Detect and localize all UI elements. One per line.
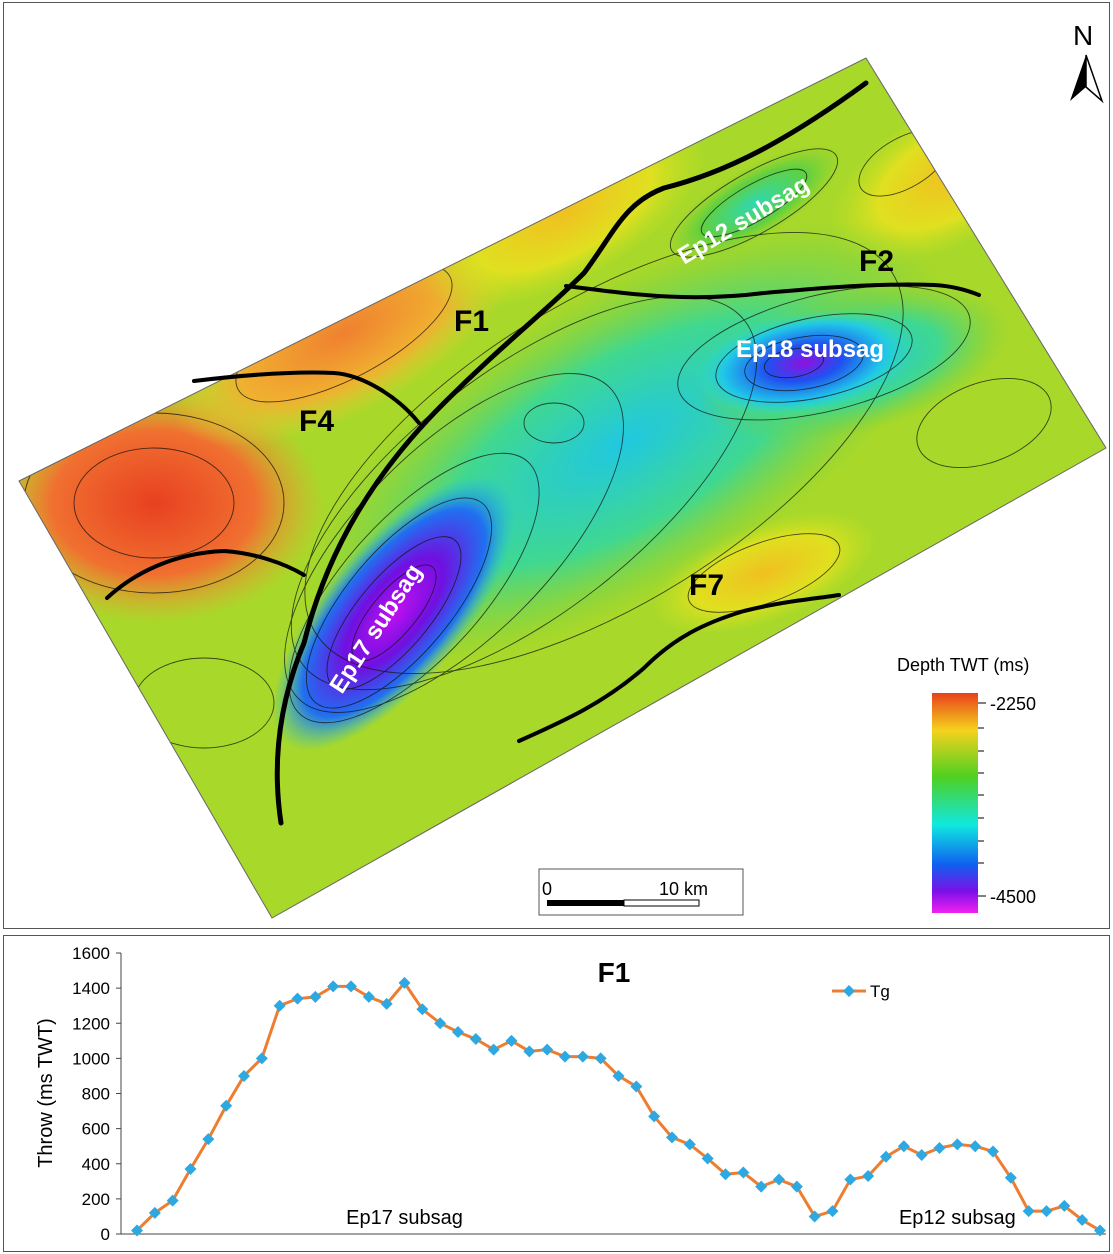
north-label: N bbox=[1073, 20, 1093, 51]
data-point-marker bbox=[1023, 1205, 1035, 1217]
chart-title: F1 bbox=[598, 957, 631, 988]
throw-chart-panel: 0 200 400 600 800 1000 1200 1400 1600 Throw (ms … bbox=[3, 935, 1110, 1252]
throw-chart: 0 200 400 600 800 1000 1200 1400 1600 Throw (ms … bbox=[4, 936, 1109, 1251]
data-point-marker bbox=[274, 1000, 286, 1012]
legend-title: Depth TWT (ms) bbox=[897, 655, 1029, 675]
y-tick-label: 1600 bbox=[72, 944, 110, 963]
y-tick-label: 400 bbox=[82, 1155, 110, 1174]
chart-legend: Tg bbox=[832, 982, 890, 1001]
y-tick-label: 1200 bbox=[72, 1014, 110, 1033]
fault-label-f4: F4 bbox=[299, 405, 334, 438]
legend-top-value: -2250 bbox=[990, 694, 1036, 714]
y-tick-label: 1400 bbox=[72, 979, 110, 998]
data-point-marker bbox=[951, 1138, 963, 1150]
depth-map-panel: F1 F2 F4 F7 Ep12 subsag Ep18 subsag Ep17… bbox=[3, 2, 1110, 929]
data-point-marker bbox=[541, 1044, 553, 1056]
scale-bar-end: 10 km bbox=[659, 879, 708, 899]
depth-map: F1 F2 F4 F7 Ep12 subsag Ep18 subsag Ep17… bbox=[4, 3, 1109, 928]
fault-label-f2: F2 bbox=[859, 245, 894, 278]
data-point-marker bbox=[969, 1140, 981, 1152]
north-arrow-icon: N bbox=[1070, 20, 1102, 101]
data-point-marker bbox=[916, 1149, 928, 1161]
scale-bar: 0 10 km bbox=[539, 869, 743, 915]
annotation-ep17-subsag: Ep17 subsag bbox=[346, 1207, 463, 1229]
annotation-ep12-subsag: Ep12 subsag bbox=[899, 1207, 1016, 1229]
y-axis-label: Throw (ms TWT) bbox=[35, 1018, 57, 1168]
data-point-marker bbox=[559, 1051, 571, 1063]
legend-color-bar bbox=[932, 693, 978, 913]
legend-bottom-value: -4500 bbox=[990, 887, 1036, 907]
subsag-label-ep18: Ep18 subsag bbox=[736, 336, 884, 363]
y-tick-label: 0 bbox=[101, 1225, 110, 1244]
legend-series-name: Tg bbox=[870, 982, 890, 1001]
data-point-marker bbox=[773, 1174, 785, 1186]
y-tick-label: 600 bbox=[82, 1120, 110, 1139]
series-line-tg bbox=[137, 983, 1100, 1231]
depth-legend: Depth TWT (ms) -2250 -4500 bbox=[897, 655, 1036, 913]
legend-marker-icon bbox=[843, 985, 855, 997]
data-point-marker bbox=[844, 1174, 856, 1186]
scale-bar-start: 0 bbox=[542, 879, 552, 899]
data-point-marker bbox=[292, 993, 304, 1005]
data-point-marker bbox=[577, 1051, 589, 1063]
y-tick-label: 1000 bbox=[72, 1049, 110, 1068]
fault-label-f1: F1 bbox=[454, 305, 489, 338]
data-point-marker bbox=[452, 1026, 464, 1038]
data-point-marker bbox=[827, 1205, 839, 1217]
y-tick-label: 200 bbox=[82, 1190, 110, 1209]
fault-label-f7: F7 bbox=[689, 569, 724, 602]
data-point-marker bbox=[1041, 1205, 1053, 1217]
y-tick-label: 800 bbox=[82, 1085, 110, 1104]
data-point-marker bbox=[934, 1142, 946, 1154]
